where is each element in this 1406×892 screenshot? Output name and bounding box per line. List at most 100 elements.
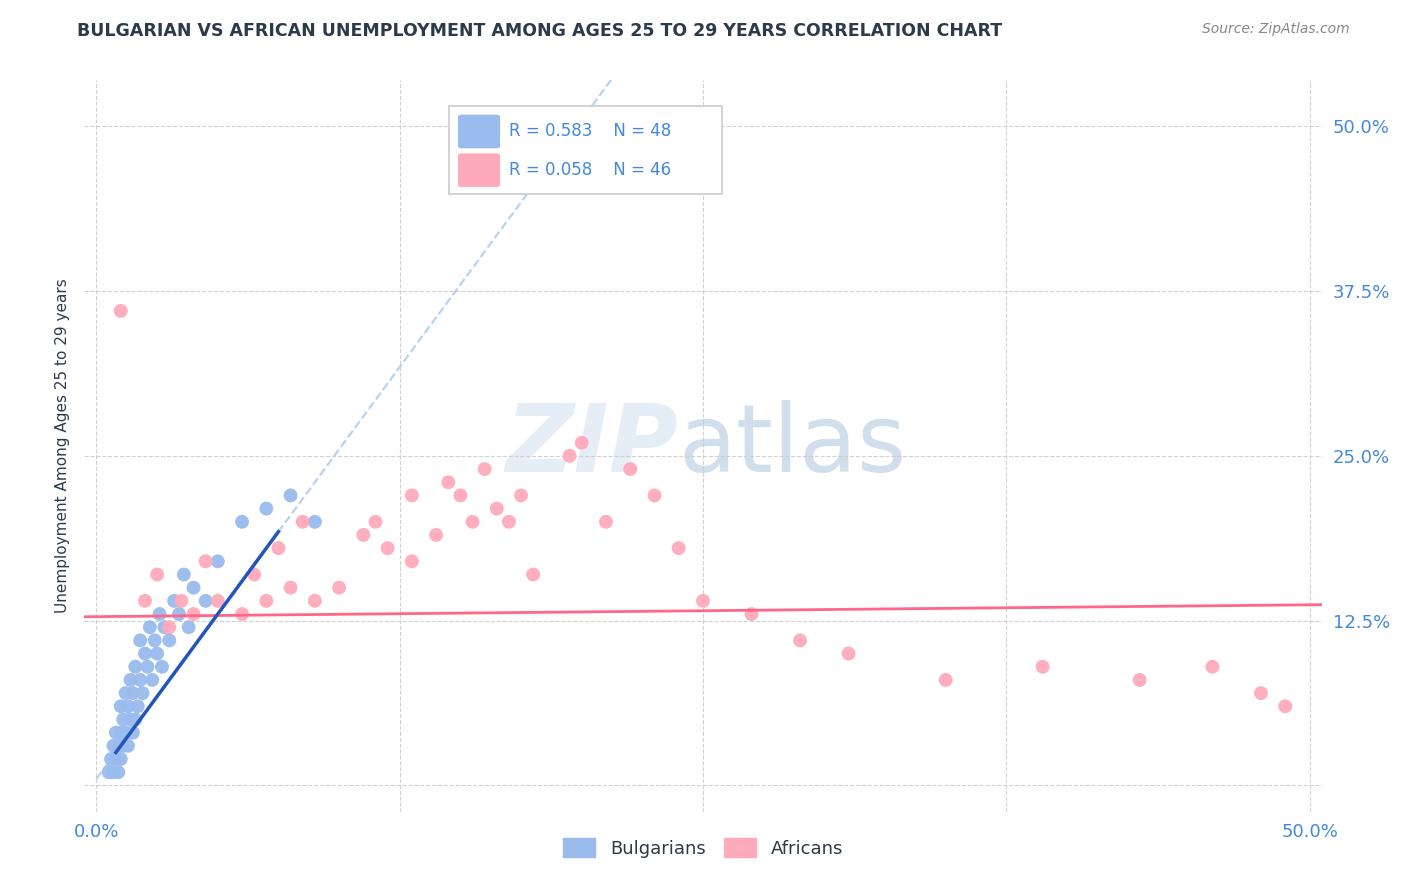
Text: R = 0.583    N = 48: R = 0.583 N = 48 <box>509 122 671 140</box>
Point <box>510 488 533 502</box>
Point <box>692 594 714 608</box>
Text: atlas: atlas <box>678 400 907 492</box>
Point <box>134 594 156 608</box>
Point <box>153 620 176 634</box>
Point <box>100 752 122 766</box>
Point <box>97 765 120 780</box>
Point <box>1129 673 1152 687</box>
Point <box>243 567 266 582</box>
Point <box>643 488 665 502</box>
Point <box>498 515 520 529</box>
Point <box>146 647 169 661</box>
Point <box>110 699 132 714</box>
Point <box>124 659 146 673</box>
Point <box>595 515 617 529</box>
Point <box>124 713 146 727</box>
Point <box>112 713 135 727</box>
Point <box>143 633 166 648</box>
Point <box>194 594 217 608</box>
Point <box>157 633 180 648</box>
Point <box>449 488 471 502</box>
Point <box>231 607 253 621</box>
Point <box>112 739 135 753</box>
Point <box>1201 659 1223 673</box>
Point <box>838 647 860 661</box>
Point <box>110 725 132 739</box>
Point <box>127 699 149 714</box>
Point <box>474 462 496 476</box>
Point <box>139 620 162 634</box>
Point <box>170 594 193 608</box>
Point <box>461 515 484 529</box>
Point <box>425 528 447 542</box>
Point <box>231 515 253 529</box>
Point <box>110 752 132 766</box>
Point <box>207 554 229 568</box>
Point <box>150 659 173 673</box>
Point <box>485 501 508 516</box>
Point <box>107 739 129 753</box>
Point <box>619 462 641 476</box>
Point <box>1032 659 1054 673</box>
Point <box>117 739 139 753</box>
Point <box>291 515 314 529</box>
Point <box>104 725 127 739</box>
Point <box>267 541 290 556</box>
Point <box>352 528 374 542</box>
FancyBboxPatch shape <box>458 115 501 148</box>
Point <box>401 554 423 568</box>
FancyBboxPatch shape <box>458 153 501 187</box>
Point <box>129 673 152 687</box>
Point <box>668 541 690 556</box>
Point <box>935 673 957 687</box>
Point <box>136 659 159 673</box>
Legend: Bulgarians, Africans: Bulgarians, Africans <box>555 830 851 865</box>
Point <box>377 541 399 556</box>
Point <box>131 686 153 700</box>
Point <box>304 515 326 529</box>
Point <box>103 739 125 753</box>
Y-axis label: Unemployment Among Ages 25 to 29 years: Unemployment Among Ages 25 to 29 years <box>55 278 70 614</box>
Point <box>107 765 129 780</box>
Point <box>789 633 811 648</box>
Point <box>437 475 460 490</box>
Point <box>114 686 136 700</box>
Point <box>163 594 186 608</box>
Point <box>120 713 142 727</box>
Point <box>103 765 125 780</box>
Point <box>328 581 350 595</box>
Text: ZIP: ZIP <box>505 400 678 492</box>
FancyBboxPatch shape <box>450 106 721 194</box>
Point <box>1250 686 1272 700</box>
Point <box>122 686 145 700</box>
Point <box>183 581 205 595</box>
Text: BULGARIAN VS AFRICAN UNEMPLOYMENT AMONG AGES 25 TO 29 YEARS CORRELATION CHART: BULGARIAN VS AFRICAN UNEMPLOYMENT AMONG … <box>77 22 1002 40</box>
Point <box>1274 699 1296 714</box>
Point <box>148 607 170 621</box>
Point <box>522 567 544 582</box>
Point <box>280 581 302 595</box>
Point <box>401 488 423 502</box>
Point <box>141 673 163 687</box>
Point <box>167 607 190 621</box>
Point <box>134 647 156 661</box>
Point <box>104 752 127 766</box>
Point <box>741 607 763 621</box>
Point <box>177 620 200 634</box>
Point <box>194 554 217 568</box>
Point <box>157 620 180 634</box>
Point <box>117 699 139 714</box>
Point <box>304 594 326 608</box>
Text: Source: ZipAtlas.com: Source: ZipAtlas.com <box>1202 22 1350 37</box>
Point <box>254 594 277 608</box>
Text: R = 0.058    N = 46: R = 0.058 N = 46 <box>509 161 671 179</box>
Point <box>114 725 136 739</box>
Point <box>183 607 205 621</box>
Point <box>110 304 132 318</box>
Point <box>254 501 277 516</box>
Point <box>280 488 302 502</box>
Point <box>173 567 195 582</box>
Point <box>571 435 593 450</box>
Point <box>558 449 581 463</box>
Point <box>146 567 169 582</box>
